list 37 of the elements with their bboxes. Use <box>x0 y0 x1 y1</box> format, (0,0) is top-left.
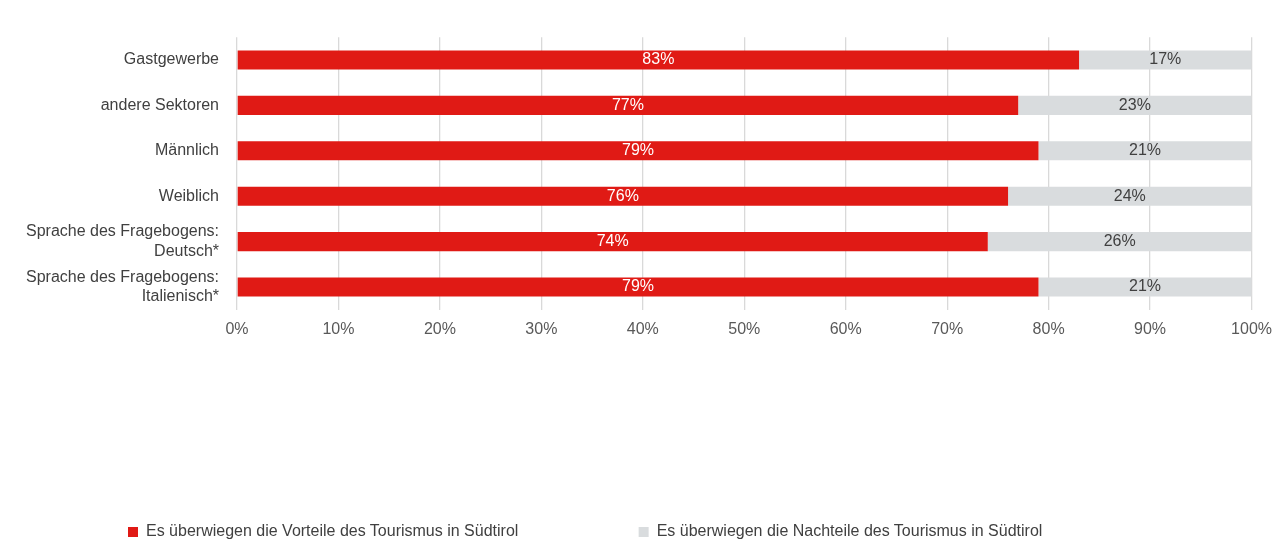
data-label: 76% <box>606 186 639 204</box>
data-label: 17% <box>1149 50 1182 68</box>
bar <box>237 277 1039 297</box>
y-tick-label: Sprache des Fragebogens: Italienisch* <box>26 267 220 305</box>
x-tick-label: 30% <box>525 319 558 337</box>
x-tick-label: 40% <box>626 319 659 337</box>
x-tick-label: 10% <box>322 319 355 337</box>
y-tick-label: Männlich <box>154 141 220 159</box>
data-label: 21% <box>1129 141 1162 159</box>
x-tick-label: 20% <box>423 319 456 337</box>
bar <box>237 95 1019 115</box>
y-tick-label: Gastgewerbe <box>123 50 220 68</box>
bar <box>237 50 1080 70</box>
data-label: 77% <box>611 95 644 113</box>
data-label: 74% <box>596 232 629 250</box>
x-tick-label: 0% <box>225 319 249 337</box>
x-tick-label: 80% <box>1032 319 1065 337</box>
x-tick-label: 70% <box>931 319 964 337</box>
data-label: 79% <box>622 141 655 159</box>
x-tick-label: 50% <box>728 319 761 337</box>
data-label: 83% <box>642 50 675 68</box>
bar <box>237 186 1009 206</box>
bar <box>237 232 988 252</box>
y-tick-label: Sprache des Fragebogens: Deutsch* <box>26 222 220 259</box>
data-label: 24% <box>1113 186 1146 204</box>
data-label: 21% <box>1129 277 1162 295</box>
legend-label: Es überwiegen die Vorteile des Tourismus in Südtirol <box>146 522 519 540</box>
bar <box>237 141 1039 161</box>
y-tick-label: Weiblich <box>158 186 220 204</box>
x-tick-label: 100% <box>1231 319 1272 337</box>
y-tick-label: andere Sektoren <box>100 95 220 113</box>
data-label: 23% <box>1118 95 1151 113</box>
x-tick-label: 60% <box>829 319 862 337</box>
data-label: 79% <box>622 277 655 295</box>
legend-label: Es überwiegen die Nachteile des Tourismus in Südtirol <box>656 522 1043 540</box>
data-label: 26% <box>1103 232 1136 250</box>
x-tick-label: 90% <box>1134 319 1167 337</box>
